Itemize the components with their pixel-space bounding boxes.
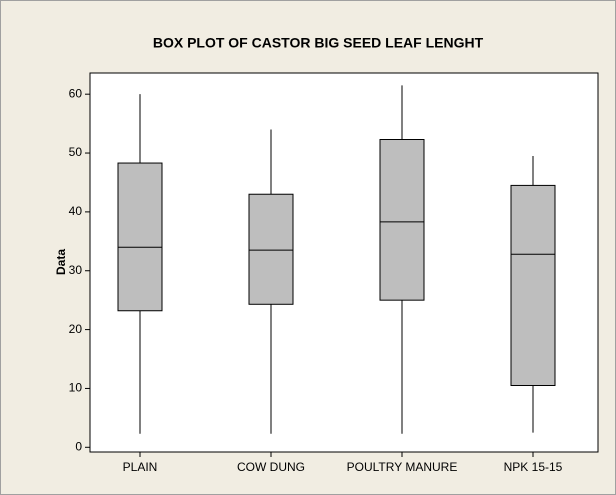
y-tick-label: 20 <box>69 322 83 336</box>
chart-title: BOX PLOT OF CASTOR BIG SEED LEAF LENGHT <box>153 35 484 51</box>
y-tick-label: 40 <box>69 204 83 218</box>
y-tick-label: 0 <box>75 439 82 453</box>
y-tick-label: 30 <box>69 263 83 277</box>
box <box>510 184 556 386</box>
x-tick-label: PLAIN <box>123 460 158 474</box>
y-tick-label: 10 <box>69 381 83 395</box>
y-tick-label: 50 <box>69 145 83 159</box>
y-tick-label: 60 <box>69 86 83 100</box>
box <box>379 139 425 301</box>
box <box>248 193 294 305</box>
box <box>117 162 163 312</box>
y-axis-label: Data <box>54 249 68 275</box>
x-tick-label: COW DUNG <box>237 460 305 474</box>
x-tick-label: POULTRY MANURE <box>347 460 458 474</box>
x-tick-label: NPK 15-15 <box>504 460 563 474</box>
